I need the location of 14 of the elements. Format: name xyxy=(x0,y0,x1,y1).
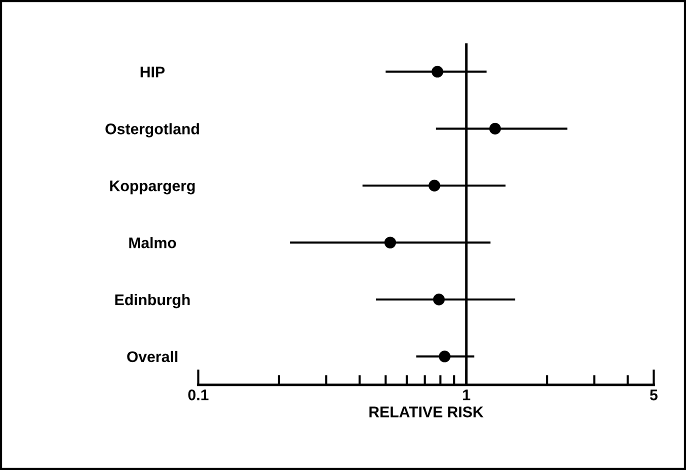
point xyxy=(432,66,444,78)
y-tick-label: Edinburgh xyxy=(115,294,190,308)
x-tick-label: 1 xyxy=(463,390,470,400)
x-axis-title: RELATIVE RISK xyxy=(369,406,484,418)
y-tick-label: Malmo xyxy=(129,237,176,248)
point xyxy=(428,180,440,192)
y-tick-label: Koppargerg xyxy=(110,180,195,194)
y-tick-label: HIP xyxy=(140,66,165,78)
point xyxy=(433,294,445,306)
x-tick-label: 0.1 xyxy=(188,390,208,400)
x-tick-label: 5 xyxy=(650,390,658,400)
y-tick-label: Overall xyxy=(127,350,178,362)
y-tick-label: Ostergotland xyxy=(106,123,199,138)
point xyxy=(489,122,501,135)
